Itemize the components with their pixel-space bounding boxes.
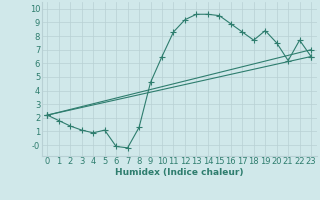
- X-axis label: Humidex (Indice chaleur): Humidex (Indice chaleur): [115, 168, 244, 177]
